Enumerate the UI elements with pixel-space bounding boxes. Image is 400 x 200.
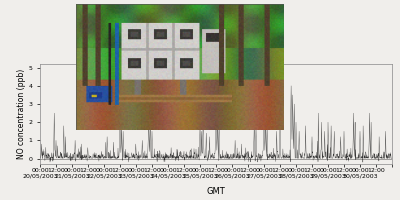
- Text: GMT: GMT: [207, 187, 225, 196]
- Bar: [76, 4, 284, 130]
- Y-axis label: NO concentration (ppb): NO concentration (ppb): [16, 69, 26, 159]
